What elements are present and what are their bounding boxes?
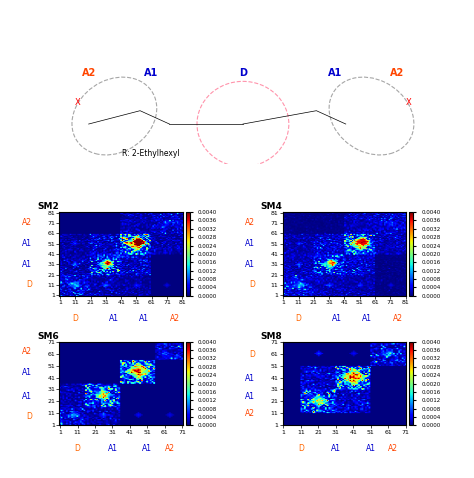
Text: A1: A1	[328, 68, 342, 78]
Text: A2: A2	[245, 409, 255, 418]
Text: A1: A1	[245, 392, 255, 401]
Text: A2: A2	[170, 314, 180, 323]
Text: D: D	[296, 314, 301, 323]
Text: A2: A2	[82, 68, 96, 78]
Text: SM2: SM2	[37, 202, 59, 211]
Text: R: 2-Ethylhexyl: R: 2-Ethylhexyl	[122, 149, 180, 158]
Text: X: X	[405, 98, 411, 108]
Text: A1: A1	[245, 260, 255, 269]
Text: D: D	[239, 68, 247, 78]
Text: A1: A1	[331, 444, 341, 453]
Text: A1: A1	[109, 314, 118, 323]
Text: A1: A1	[139, 314, 149, 323]
Text: D: D	[298, 444, 304, 453]
Text: D: D	[74, 444, 81, 453]
Text: D: D	[73, 314, 78, 323]
Text: D: D	[249, 349, 255, 358]
Text: A2: A2	[393, 314, 403, 323]
Text: X: X	[75, 98, 81, 108]
Text: A1: A1	[332, 314, 342, 323]
Text: A1: A1	[22, 369, 32, 378]
Text: A1: A1	[142, 444, 152, 453]
Text: A2: A2	[245, 218, 255, 228]
Text: SM6: SM6	[37, 332, 59, 341]
Text: A1: A1	[22, 392, 32, 401]
Text: A2: A2	[22, 347, 32, 356]
Text: A2: A2	[388, 444, 398, 453]
Text: A2: A2	[165, 444, 175, 453]
Text: A1: A1	[22, 260, 32, 269]
Text: A1: A1	[108, 444, 118, 453]
Text: D: D	[26, 412, 32, 421]
Text: A1: A1	[144, 68, 158, 78]
Text: A1: A1	[363, 314, 373, 323]
Text: SM4: SM4	[260, 202, 282, 211]
Text: A1: A1	[245, 374, 255, 383]
Text: A1: A1	[22, 239, 32, 248]
Text: D: D	[249, 281, 255, 289]
Text: A1: A1	[245, 239, 255, 248]
Text: D: D	[26, 281, 32, 289]
Text: A1: A1	[365, 444, 376, 453]
Text: SM8: SM8	[260, 332, 282, 341]
Text: A2: A2	[22, 218, 32, 228]
Text: A2: A2	[390, 68, 404, 78]
